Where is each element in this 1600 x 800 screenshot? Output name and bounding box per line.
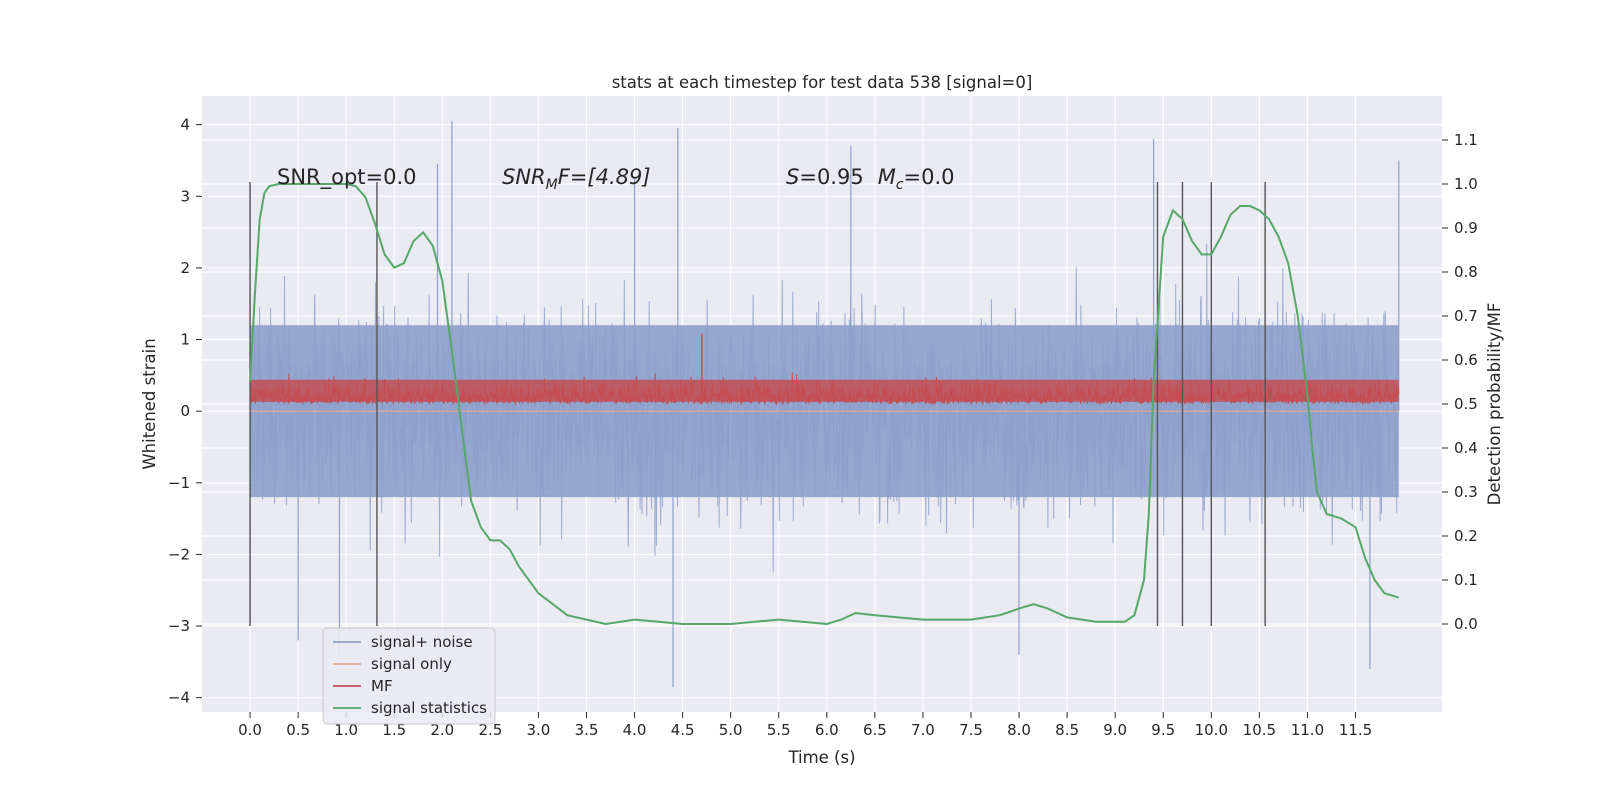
- x-axis: 0.0 0.5 1.0 1.5 2.0 2.5 3.0 3.5 4.0 4.5 5.0 5.5 6.0 6…: [238, 712, 1372, 739]
- x-tick-label: 6.5: [863, 721, 887, 739]
- x-tick-label: 1.5: [382, 721, 406, 739]
- x-tick-label: 5.5: [767, 721, 791, 739]
- y-right-tick-label: 0.4: [1454, 439, 1478, 457]
- x-tick-label: 8.0: [1007, 721, 1031, 739]
- s-label: S: [786, 165, 799, 189]
- x-tick-label: 2.0: [430, 721, 454, 739]
- snr-mf-rest: F=[4.89]: [558, 165, 651, 189]
- y-right-tick-label: 0.2: [1454, 527, 1478, 545]
- legend-box: [322, 627, 496, 725]
- x-tick-label: 7.5: [959, 721, 983, 739]
- y-right-tick-label: 0.5: [1454, 395, 1478, 413]
- signal-noise-series: [249, 121, 1400, 687]
- legend-label: signal only: [371, 655, 452, 673]
- y-axis-left-title: Whitened strain: [140, 338, 159, 469]
- x-tick-label: 6.0: [815, 721, 839, 739]
- y-right-tick-label: 0.8: [1454, 263, 1478, 281]
- y-left-tick-label: 0: [180, 402, 190, 420]
- y-right-tick-label: 0.9: [1454, 219, 1478, 237]
- x-tick-label: 0.0: [238, 721, 262, 739]
- x-tick-label: 9.0: [1103, 721, 1127, 739]
- s-value: =0.95: [799, 165, 863, 189]
- legend-label: MF: [371, 677, 393, 695]
- x-tick-label: 4.5: [671, 721, 695, 739]
- x-tick-label: 10.0: [1195, 721, 1228, 739]
- x-tick-label: 11.0: [1291, 721, 1324, 739]
- mf-band: [250, 379, 1399, 402]
- x-tick-label: 1.0: [334, 721, 358, 739]
- x-tick-label: 11.5: [1339, 721, 1372, 739]
- y-left-tick-label: 2: [180, 259, 190, 277]
- x-tick-label: 3.0: [527, 721, 551, 739]
- legend-label: signal statistics: [371, 699, 487, 717]
- y-right-tick-label: 1.0: [1454, 175, 1478, 193]
- snr-mf-annotation: SNRMF=[4.89]: [502, 165, 651, 193]
- y-left-tick-label: −3: [168, 617, 190, 635]
- x-tick-label: 9.5: [1151, 721, 1175, 739]
- y-right-tick-label: 0.0: [1454, 615, 1478, 633]
- x-tick-label: 3.5: [575, 721, 599, 739]
- y-axis-left: −4 −3 −2 −1 0 1 2 3 4: [168, 116, 202, 707]
- mc-sub: c: [896, 177, 904, 193]
- chart-title: stats at each timestep for test data 538…: [612, 73, 1033, 92]
- x-axis-title: Time (s): [787, 748, 855, 767]
- mf-series: [249, 333, 1400, 406]
- mc-label: M: [878, 165, 896, 189]
- y-right-tick-label: 0.7: [1454, 307, 1478, 325]
- y-left-tick-label: −1: [168, 474, 190, 492]
- y-left-tick-label: −4: [168, 689, 190, 707]
- x-tick-label: 0.5: [286, 721, 310, 739]
- y-left-tick-label: −2: [168, 545, 190, 563]
- x-tick-label: 7.0: [911, 721, 935, 739]
- x-tick-label: 10.5: [1243, 721, 1276, 739]
- y-axis-right: 0.0 0.1 0.2 0.3 0.4 0.5 0.6 0.7 0.8 0.9 1.0 1.1: [1442, 131, 1478, 633]
- legend-label: signal+ noise: [371, 633, 473, 651]
- mc-value: =0.0: [904, 165, 955, 189]
- y-axis-right-title: Detection probability/MF: [1485, 303, 1504, 506]
- snr-opt-annotation: SNR_opt=0.0: [277, 165, 417, 190]
- y-right-tick-label: 1.1: [1454, 131, 1478, 149]
- y-left-tick-label: 1: [180, 331, 190, 349]
- y-right-tick-label: 0.6: [1454, 351, 1478, 369]
- vertical-markers: [249, 181, 1266, 627]
- y-right-tick-label: 0.1: [1454, 571, 1478, 589]
- legend: signal+ noise signal only MF signal statist…: [322, 627, 496, 725]
- y-right-tick-label: 0.3: [1454, 483, 1478, 501]
- x-tick-label: 2.5: [478, 721, 502, 739]
- s-mc-annotation: S=0.95 Mc=0.0: [786, 165, 955, 193]
- x-tick-label: 8.5: [1055, 721, 1079, 739]
- snr-mf-sub: M: [546, 177, 558, 193]
- signal-statistics-line: [249, 183, 1399, 626]
- snr-mf-label: SNR: [502, 165, 546, 189]
- y-left-tick-label: 4: [180, 116, 190, 134]
- x-tick-label: 5.0: [719, 721, 743, 739]
- y-left-tick-label: 3: [180, 187, 190, 205]
- x-tick-label: 4.0: [623, 721, 647, 739]
